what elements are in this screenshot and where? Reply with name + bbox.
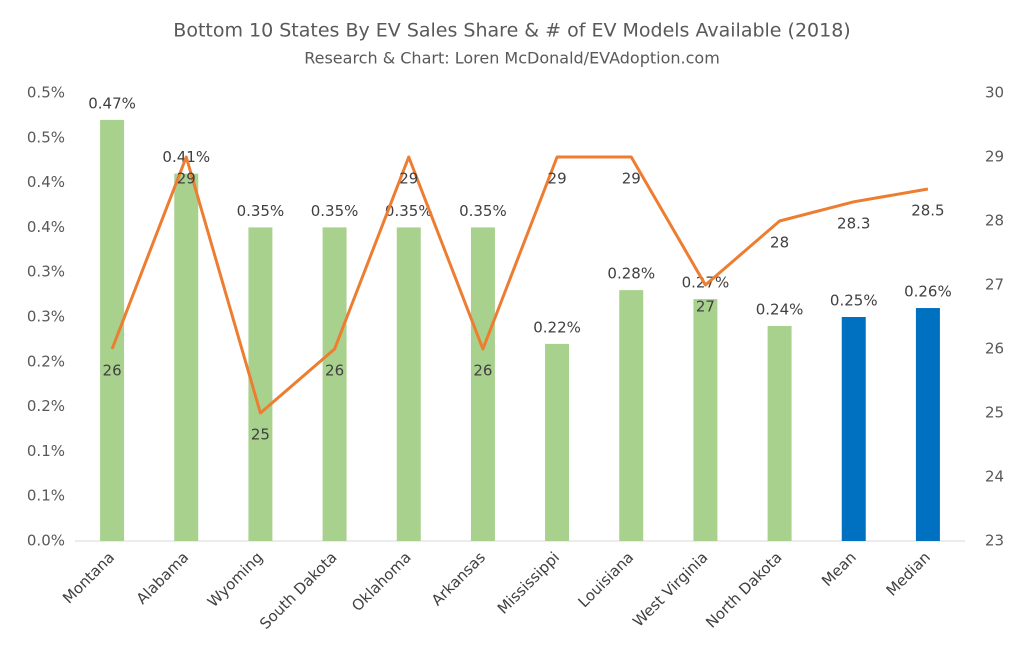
x-tick-label: Alabama: [133, 548, 192, 607]
bar: [841, 317, 866, 541]
x-tick-label: North Dakota: [702, 548, 785, 631]
bar-value-label: 0.35%: [385, 202, 433, 220]
bar-value-label: 0.26%: [904, 283, 952, 301]
bar-value-label: 0.47%: [88, 94, 136, 112]
y-tick-label: 0.0%: [27, 532, 65, 550]
y-tick-label: 0.4%: [27, 218, 65, 236]
y2-tick-label: 24: [985, 468, 1004, 486]
bar: [322, 227, 347, 541]
line-value-label: 28.3: [837, 214, 870, 232]
x-tick-label: Oklahoma: [348, 548, 415, 615]
line-value-label: 26: [103, 362, 122, 380]
bar: [915, 308, 940, 541]
line-value-label: 26: [325, 362, 344, 380]
bar: [174, 173, 199, 541]
x-tick-label: Montana: [59, 548, 118, 607]
x-tick-label: Louisiana: [574, 548, 637, 611]
x-tick-label: South Dakota: [256, 548, 341, 633]
bar-value-label: 0.35%: [459, 202, 507, 220]
bar-value-label: 0.24%: [756, 300, 804, 318]
line: [110, 155, 929, 415]
bar: [470, 227, 495, 541]
line-value-label: 29: [177, 170, 196, 188]
line-value-label: 29: [399, 170, 418, 188]
line-value-label: 25: [251, 426, 270, 444]
y2-tick-label: 26: [985, 340, 1004, 358]
y-tick-label: 0.1%: [27, 442, 65, 460]
y-tick-label: 0.2%: [27, 352, 65, 370]
x-tick-label: Mississippi: [494, 548, 563, 617]
line-value-label: 29: [622, 170, 641, 188]
y2-tick-label: 25: [985, 404, 1004, 422]
y-tick-label: 0.1%: [27, 487, 65, 505]
x-tick-label: West Virginia: [629, 548, 711, 630]
y-tick-label: 0.4%: [27, 173, 65, 191]
x-tick-label: Arkansas: [428, 548, 489, 609]
y-tick-label: 0.3%: [27, 308, 65, 326]
y2-tick-label: 27: [985, 276, 1004, 294]
y2-tick-label: 30: [985, 84, 1004, 102]
line-value-label: 29: [548, 170, 567, 188]
x-tick-label: Median: [883, 548, 934, 599]
chart-subtitle: Research & Chart: Loren McDonald/EVAdopt…: [304, 49, 720, 68]
line-value-label: 26: [473, 362, 492, 380]
bar-value-label: 0.28%: [607, 265, 655, 283]
y-tick-label: 0.2%: [27, 397, 65, 415]
x-tick-label: Wyoming: [204, 548, 267, 611]
bar: [396, 227, 421, 541]
bar-value-label: 0.35%: [311, 202, 359, 220]
line-value-label: 27: [696, 298, 715, 316]
bar: [767, 325, 792, 541]
bar: [619, 290, 644, 541]
line-value-label: 28.5: [911, 202, 944, 220]
y-tick-label: 0.3%: [27, 263, 65, 281]
bar: [693, 299, 718, 541]
bar: [545, 343, 570, 541]
bar-value-label: 0.35%: [237, 202, 285, 220]
x-tick-label: Mean: [818, 548, 860, 590]
y2-tick-label: 28: [985, 212, 1004, 230]
y-tick-label: 0.5%: [27, 128, 65, 146]
bar-value-label: 0.25%: [830, 292, 878, 310]
y-tick-label: 0.5%: [27, 84, 65, 102]
y2-tick-label: 23: [985, 532, 1004, 550]
line-value-label: 28: [770, 234, 789, 252]
chart-title: Bottom 10 States By EV Sales Share & # o…: [173, 20, 850, 42]
y2-tick-label: 29: [985, 148, 1004, 166]
bar-value-label: 0.22%: [533, 318, 581, 336]
